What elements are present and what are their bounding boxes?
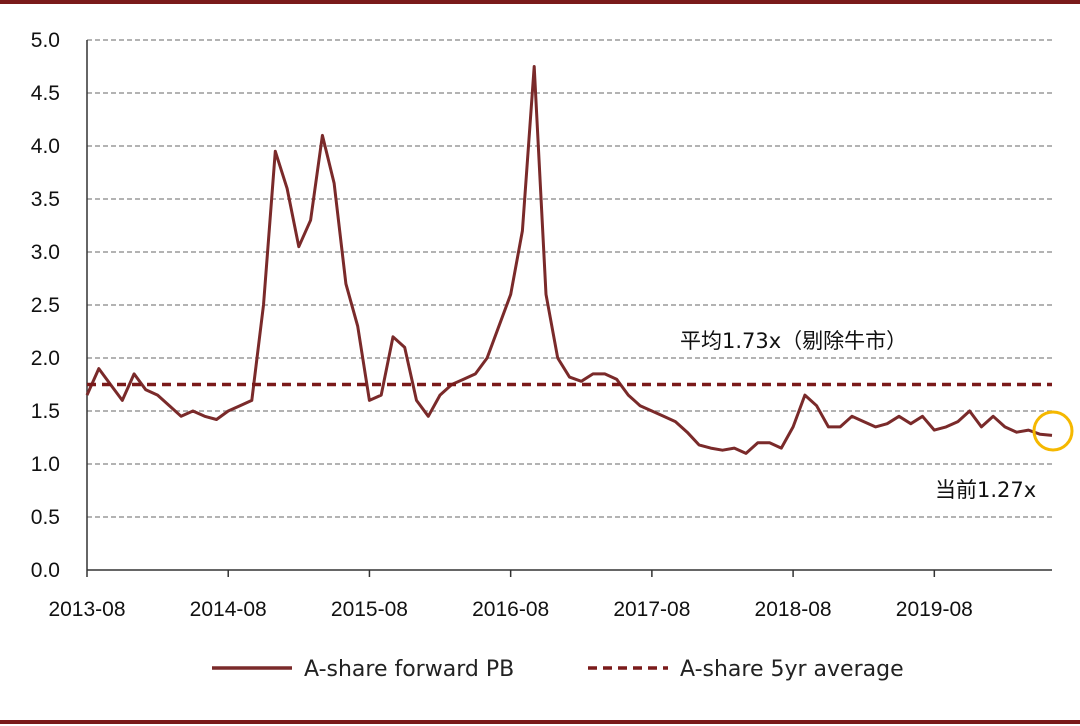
average-annotation: 平均1.73x（剔除牛市） <box>680 329 907 353</box>
y-axis-ticks: 0.0 0.5 1.0 1.5 2.0 2.5 3.0 3.5 4.0 4.5 5.0 <box>31 29 60 582</box>
y-tick-label: 0.5 <box>31 506 60 529</box>
y-tick-label: 3.5 <box>31 188 60 211</box>
y-tick-label: 2.5 <box>31 294 60 317</box>
series-line-forward-pb <box>85 65 1053 455</box>
y-tick-label: 4.5 <box>31 82 60 105</box>
top-border <box>0 0 1080 4</box>
series-layer <box>85 65 1053 455</box>
x-tick-label: 2019-08 <box>896 598 973 621</box>
y-tick-label: 0.0 <box>31 559 60 582</box>
x-tick-label: 2015-08 <box>331 598 408 621</box>
y-tick-label: 4.0 <box>31 135 60 158</box>
x-tick-label: 2018-08 <box>755 598 832 621</box>
gridlines <box>87 39 1052 518</box>
current-annotation: 当前1.27x <box>935 478 1036 502</box>
current-value-highlight-circle <box>1032 410 1074 452</box>
x-tick-label: 2016-08 <box>472 598 549 621</box>
legend: A-share forward PB A-share 5yr average <box>212 657 904 682</box>
x-axis-ticks: 2013-08 2014-08 2015-08 2016-08 2017-08 2018-… <box>48 570 973 621</box>
y-tick-label: 1.0 <box>31 453 60 476</box>
y-tick-label: 2.0 <box>31 347 60 370</box>
x-tick-label: 2017-08 <box>613 598 690 621</box>
y-tick-label: 1.5 <box>31 400 60 423</box>
legend-label-forward-pb: A-share forward PB <box>304 657 514 682</box>
x-tick-label: 2013-08 <box>48 598 125 621</box>
bottom-border <box>0 720 1080 724</box>
y-tick-label: 5.0 <box>31 29 60 52</box>
y-tick-label: 3.0 <box>31 241 60 264</box>
legend-label-5yr-average: A-share 5yr average <box>680 657 904 682</box>
x-tick-label: 2014-08 <box>190 598 267 621</box>
